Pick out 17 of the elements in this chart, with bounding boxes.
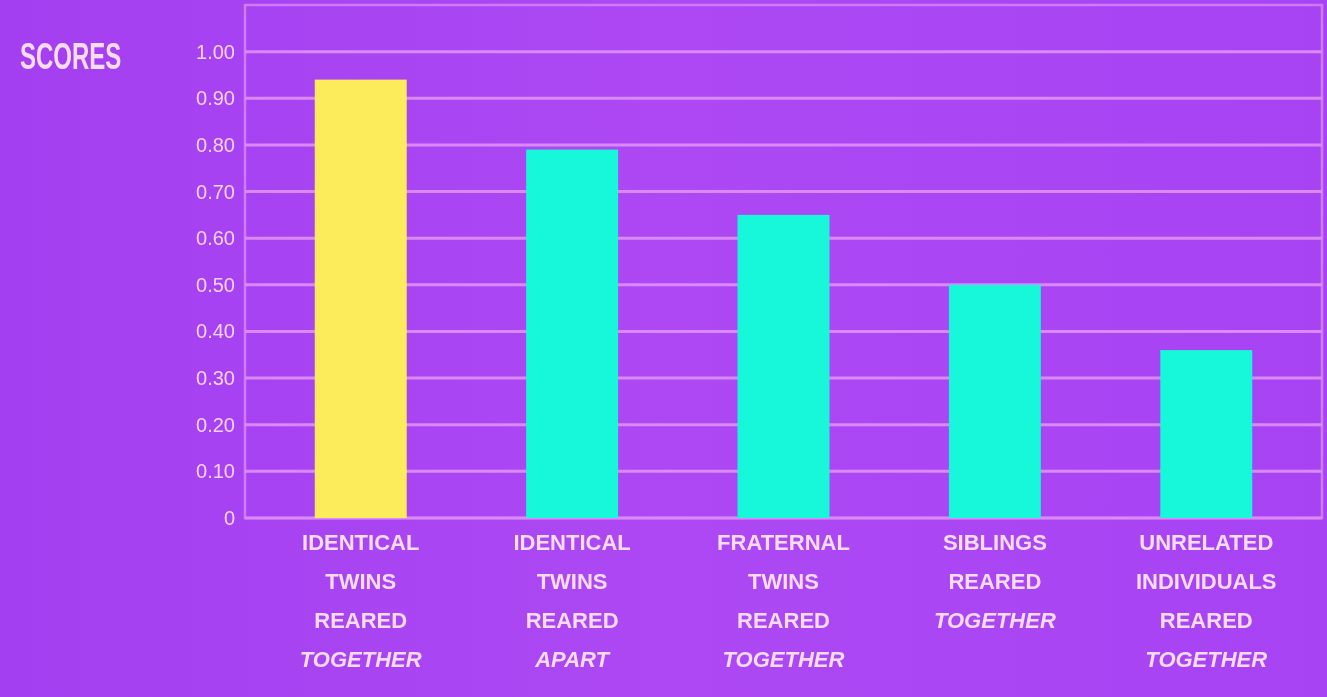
y-axis-title: SCORES — [20, 36, 122, 78]
y-tick-label: 0.90 — [196, 87, 235, 110]
x-tick-label: SIBLINGS REARED TOGETHER — [933, 530, 1056, 633]
y-tick-label: 0.20 — [196, 413, 235, 436]
y-tick-label: 0.50 — [196, 273, 235, 296]
y-tick-label: 0.60 — [196, 227, 235, 250]
x-tick-label: IDENTICAL TWINS REARED APART — [513, 530, 631, 672]
x-tick-label: IDENTICAL TWINS REARED TOGETHER — [299, 530, 422, 672]
y-tick-label: 0.70 — [196, 180, 235, 203]
y-tick-label: 0 — [223, 507, 235, 529]
x-tick-label: FRATERNAL TWINS REARED TOGETHER — [717, 530, 850, 672]
x-tick-label: UNRELATED INDIVIDUALS REARED TOGETHER — [1135, 530, 1277, 672]
y-tick-label: 0.30 — [196, 367, 235, 390]
y-tick-label: 0.40 — [196, 320, 235, 343]
y-tick-label: 0.80 — [196, 133, 235, 156]
y-tick-label: 1.00 — [196, 40, 235, 63]
y-tick-label: 0.10 — [196, 460, 235, 483]
